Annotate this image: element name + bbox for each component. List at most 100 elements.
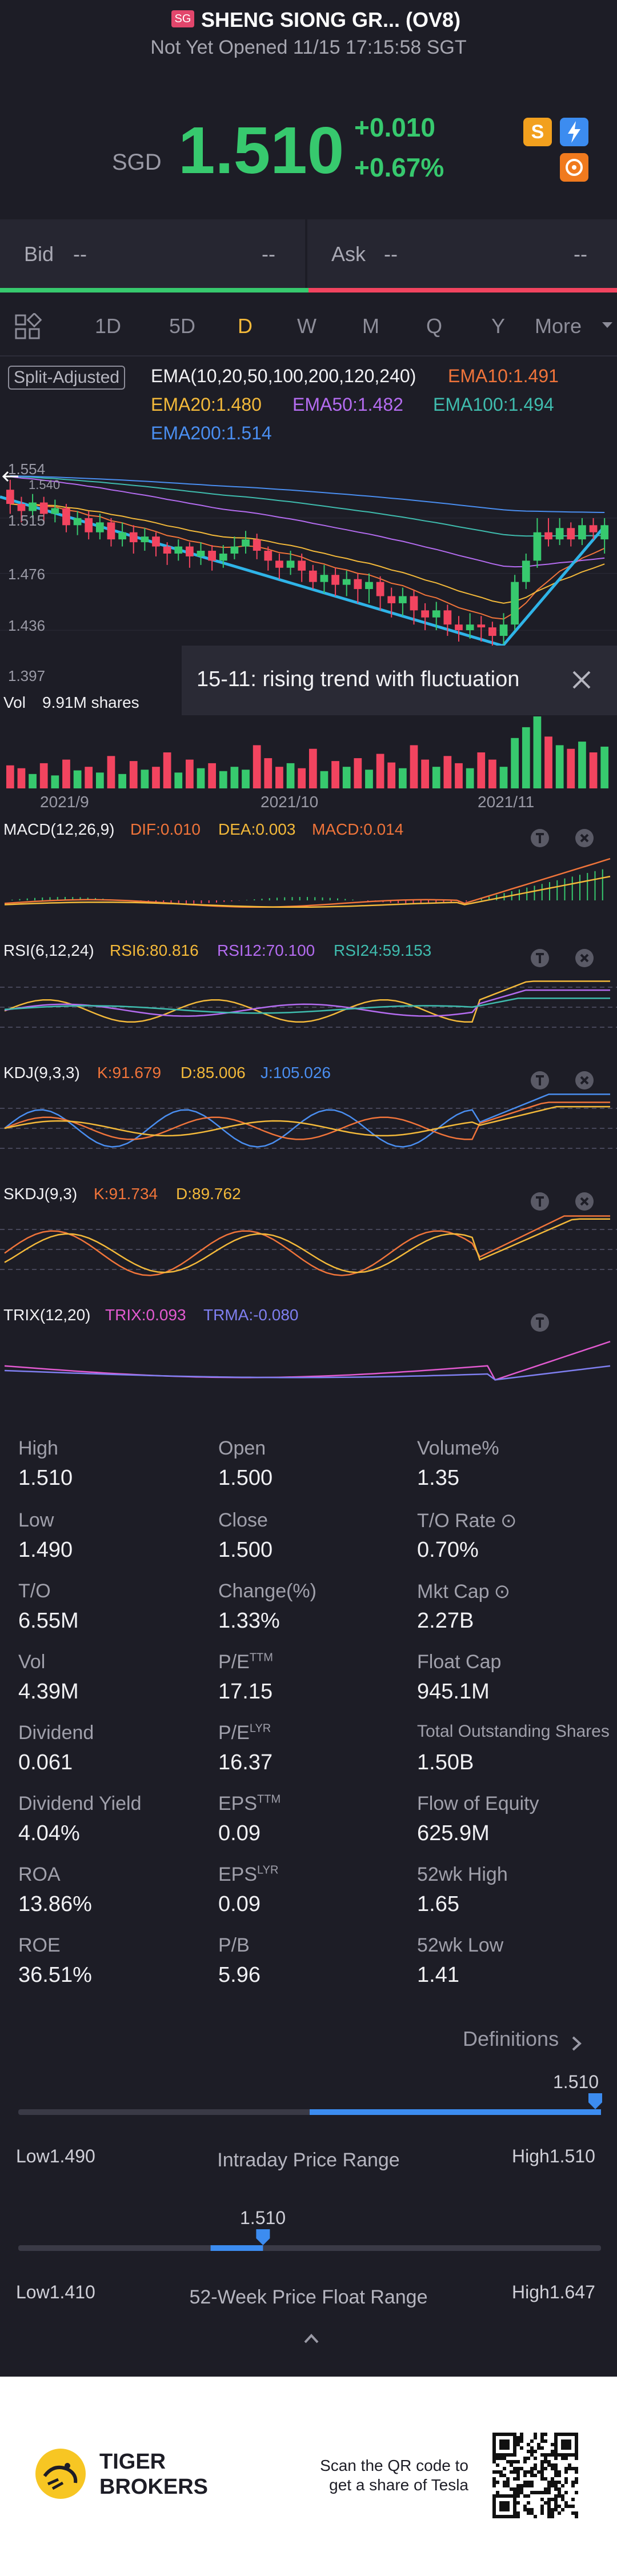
definitions-link[interactable]: Definitions — [463, 2027, 584, 2052]
stat-label: Dividend — [18, 1722, 94, 1744]
pin-icon[interactable] — [530, 1313, 550, 1335]
volume-bar — [511, 738, 519, 788]
tab-5d[interactable]: 5D — [169, 314, 196, 338]
volume-bar — [320, 771, 328, 788]
candlestick-chart[interactable] — [0, 457, 617, 697]
pin-icon[interactable] — [530, 1071, 550, 1093]
qr-finder-core — [499, 2439, 510, 2450]
qr-module — [564, 2505, 568, 2508]
volume-bar — [488, 759, 496, 788]
candle-body — [264, 551, 273, 561]
info-icon[interactable]: ⊙ — [500, 1510, 517, 1532]
qr-module — [530, 2453, 534, 2457]
more-caret-icon[interactable] — [601, 321, 614, 333]
pin-icon[interactable] — [530, 948, 550, 971]
pin-icon[interactable] — [530, 1192, 550, 1214]
qr-module — [554, 2481, 558, 2484]
volume-chart[interactable] — [0, 714, 617, 790]
price-change: +0.010 — [354, 113, 435, 142]
volume-bar — [141, 770, 149, 788]
stat-label-text: ROE — [18, 1934, 61, 1956]
stat-value: 17.15 — [218, 1680, 273, 1704]
tab-m[interactable]: M — [362, 314, 379, 338]
s-badge-icon[interactable]: S — [523, 118, 552, 146]
week52-low: Low1.410 — [16, 2282, 95, 2302]
qr-module — [547, 2505, 551, 2508]
volume-bar — [342, 767, 351, 788]
skdj-chart — [0, 1215, 617, 1276]
chart-layout-icon[interactable] — [15, 312, 43, 343]
split-adjusted-toggle[interactable]: Split-Adjusted — [8, 366, 126, 390]
qr-module — [564, 2501, 568, 2505]
candle-body — [39, 502, 48, 514]
qr-module — [527, 2443, 530, 2446]
qr-module — [520, 2436, 523, 2439]
close-indicator-icon[interactable] — [575, 1192, 594, 1214]
qr-module — [571, 2498, 575, 2501]
lightning-badge-icon[interactable] — [560, 118, 588, 146]
qr-module — [516, 2470, 520, 2474]
last-price: 1.510 — [178, 113, 344, 187]
qr-module — [503, 2484, 506, 2487]
macd-title: MACD(12,26,9) — [3, 820, 115, 838]
trend-annotation[interactable]: 15-11: rising trend with fluctuation — [182, 646, 617, 715]
candle-body — [275, 560, 283, 568]
qr-module — [551, 2484, 554, 2487]
trix-title: TRIX(12,20) — [3, 1306, 91, 1324]
tab-w[interactable]: W — [297, 314, 316, 338]
qr-module — [564, 2491, 568, 2494]
volume-bar — [17, 768, 26, 788]
range-track — [18, 2245, 601, 2251]
qr-module — [537, 2491, 540, 2494]
stat-label-text: Flow of Equity — [417, 1793, 539, 1814]
qr-module — [510, 2470, 513, 2474]
qr-module — [534, 2436, 537, 2439]
intraday-high: High1.510 — [512, 2146, 595, 2166]
stat-label-text: Dividend Yield — [18, 1793, 142, 1814]
candle-body — [387, 596, 396, 603]
qr-module — [510, 2460, 513, 2463]
qr-code[interactable] — [492, 2433, 578, 2518]
close-icon[interactable] — [570, 668, 593, 694]
qr-module — [558, 2470, 561, 2474]
qr-module — [558, 2491, 561, 2494]
qr-module — [492, 2481, 496, 2484]
qr-module — [516, 2511, 520, 2515]
qr-module — [516, 2460, 520, 2463]
back-arrow-icon[interactable] — [0, 470, 21, 486]
kdj-title: KDJ(9,3,3) — [3, 1064, 80, 1081]
week52-title: 52-Week Price Float Range — [189, 2286, 428, 2308]
tab-more[interactable]: More — [535, 314, 582, 338]
close-indicator-icon[interactable] — [575, 828, 594, 851]
volume-bar — [298, 768, 306, 788]
qr-module — [530, 2474, 534, 2477]
tab-q[interactable]: Q — [426, 314, 443, 338]
qr-module — [496, 2491, 499, 2494]
options-badge-icon[interactable] — [560, 153, 588, 182]
qr-module — [558, 2487, 561, 2491]
stat-value: 0.09 — [218, 1892, 261, 1916]
tab-1d[interactable]: 1D — [95, 314, 122, 338]
tab-d[interactable]: D — [238, 314, 253, 338]
candle-body — [298, 560, 306, 571]
qr-module — [575, 2511, 578, 2515]
ema100-line — [10, 475, 605, 537]
qr-module — [523, 2460, 527, 2463]
info-icon[interactable]: ⊙ — [494, 1581, 511, 1603]
tab-y[interactable]: Y — [491, 314, 506, 338]
qr-module — [534, 2433, 537, 2436]
close-indicator-icon[interactable] — [575, 948, 594, 971]
candle-body — [567, 528, 575, 540]
qr-module — [544, 2491, 547, 2494]
pin-icon[interactable] — [530, 828, 550, 851]
ema-title: EMA(10,20,50,100,200,120,240) — [151, 366, 416, 386]
qr-module — [540, 2474, 544, 2477]
stat-label: Volume% — [417, 1437, 499, 1460]
close-indicator-icon[interactable] — [575, 1071, 594, 1093]
collapse-chevron-icon[interactable] — [303, 2332, 320, 2347]
ask-price: -- — [384, 242, 398, 266]
volume-bar — [600, 746, 609, 788]
macd-dif-line — [4, 858, 611, 908]
bid-label: Bid — [24, 242, 54, 266]
volume-bar — [522, 727, 530, 788]
